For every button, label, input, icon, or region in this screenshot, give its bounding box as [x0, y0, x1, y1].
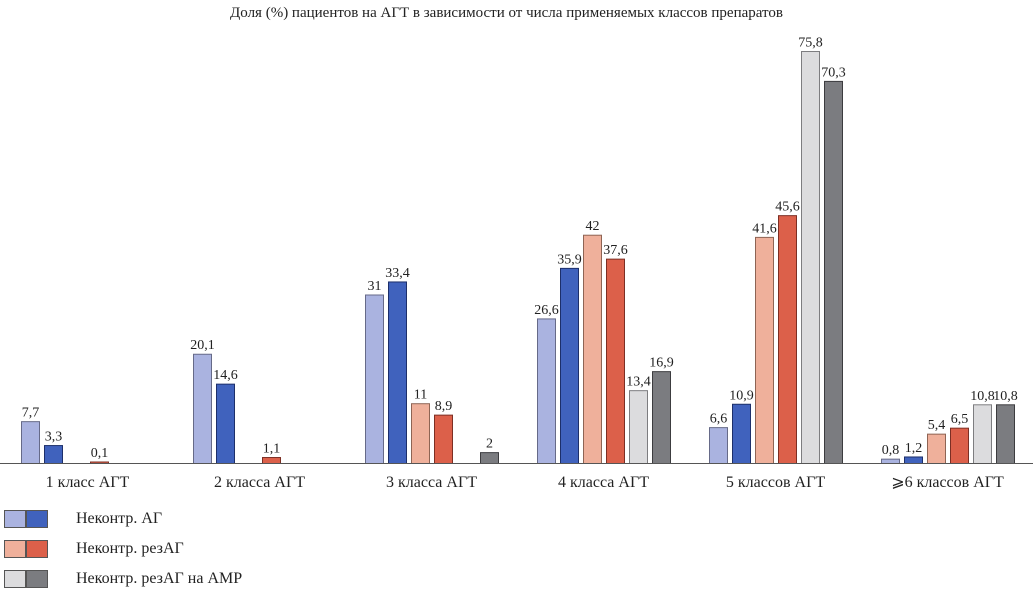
legend-swatch [4, 540, 48, 558]
data-label: 16,9 [649, 356, 674, 371]
swatch-light [4, 510, 26, 528]
category-label: 3 класса АГТ [386, 474, 477, 491]
swatch-dark [26, 540, 48, 558]
data-label: 37,6 [603, 243, 628, 258]
category-label: 5 классов АГТ [726, 474, 825, 491]
swatch-light [4, 540, 26, 558]
bar [606, 258, 625, 465]
data-label: 70,3 [821, 65, 846, 80]
data-label: 26,6 [534, 303, 559, 318]
bar [629, 390, 648, 464]
legend-item: Неконтр. резАГ [4, 539, 242, 559]
bar [411, 403, 430, 465]
bar [973, 404, 992, 465]
data-label: 45,6 [775, 200, 800, 215]
legend-label: Неконтр. АГ [76, 510, 163, 527]
data-label: 10,9 [729, 388, 754, 403]
bar [652, 371, 671, 465]
data-label: 33,4 [385, 266, 410, 281]
chart-title: Доля (%) пациентов на АГТ в зависимости … [230, 5, 783, 21]
bar [881, 458, 900, 464]
data-label: 10,8 [970, 389, 995, 404]
data-label: 5,4 [928, 418, 946, 433]
bar [801, 51, 820, 464]
data-label: 20,1 [190, 338, 215, 353]
data-label: 2 [486, 437, 493, 452]
bar [365, 294, 384, 465]
data-label: 13,4 [626, 375, 651, 390]
legend-swatch [4, 510, 48, 528]
legend-label: Неконтр. резАГ на АМР [76, 570, 243, 587]
bar [927, 433, 946, 465]
data-label: 6,5 [951, 412, 969, 427]
data-label: 14,6 [213, 368, 238, 383]
legend-swatch [4, 570, 48, 588]
data-label: 11 [414, 388, 427, 403]
data-label: 0,8 [882, 443, 900, 458]
bar [583, 234, 602, 464]
swatch-dark [26, 510, 48, 528]
swatch-light [4, 570, 26, 588]
bar [709, 427, 728, 464]
legend: Неконтр. АГ Неконтр. резАГ Неконтр. резА… [4, 509, 242, 599]
bar [537, 318, 556, 464]
category-label: 4 класса АГТ [558, 474, 649, 491]
data-label: 42 [586, 219, 600, 234]
data-label: 10,8 [993, 389, 1018, 404]
data-label: 35,9 [557, 252, 582, 267]
legend-item: Неконтр. АГ [4, 509, 242, 529]
data-label: 1,2 [905, 441, 923, 456]
bar [996, 404, 1015, 465]
category-label: 2 класса АГТ [214, 474, 305, 491]
bar [824, 80, 843, 464]
bar [21, 421, 40, 465]
data-label: 7,7 [22, 406, 40, 421]
swatch-dark [26, 570, 48, 588]
bar [950, 427, 969, 465]
category-label: 1 класс АГТ [46, 474, 130, 491]
legend-label: Неконтр. резАГ [76, 540, 184, 557]
bar [193, 353, 212, 464]
data-label: 31 [368, 279, 382, 294]
bar [560, 267, 579, 465]
category-label: ⩾6 классов АГТ [891, 474, 1004, 491]
data-label: 0,1 [91, 446, 109, 461]
bar [755, 236, 774, 464]
bar [216, 383, 235, 464]
bar [44, 445, 63, 464]
data-label: 1,1 [263, 442, 281, 457]
bar [732, 403, 751, 464]
bar [388, 281, 407, 464]
bar [480, 452, 499, 464]
data-label: 3,3 [45, 430, 63, 445]
bar [262, 457, 281, 465]
data-label: 8,9 [435, 399, 453, 414]
data-label: 41,6 [752, 221, 777, 236]
data-label: 75,8 [798, 36, 823, 51]
data-label: 6,6 [710, 412, 728, 427]
bar [778, 215, 797, 464]
bar [904, 456, 923, 464]
bar-chart: 7,7 3,3 0,1 1 класс АГТ 20,1 14,6 1,1 2 класса … [0, 36, 1033, 491]
legend-item: Неконтр. резАГ на АМР [4, 569, 242, 589]
bar [434, 414, 453, 465]
